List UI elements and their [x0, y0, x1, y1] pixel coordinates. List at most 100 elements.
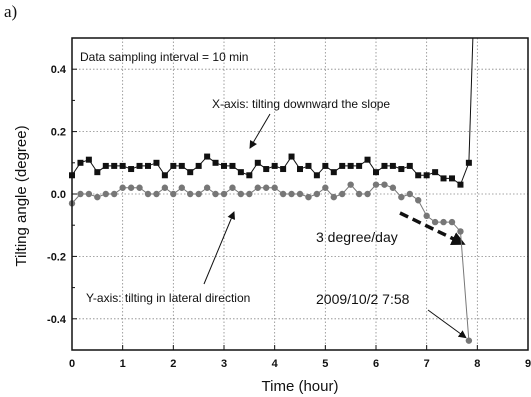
- series-1-point: [153, 159, 160, 166]
- series-2-point: [170, 190, 177, 198]
- series-1-point: [389, 162, 396, 169]
- series-layer: [68, 37, 474, 344]
- x-tick-label: 2: [170, 358, 176, 370]
- series-2-point: [381, 181, 388, 188]
- x-tick-label: 6: [373, 358, 379, 370]
- series-2-point: [263, 184, 270, 191]
- series-2-point: [254, 184, 261, 191]
- series-2-point: [355, 190, 363, 198]
- series-1-point: [170, 162, 177, 169]
- series-2-point: [465, 337, 473, 344]
- rate-arrow: [399, 211, 466, 245]
- series-1-point: [432, 169, 439, 176]
- x-tick-label: 8: [474, 358, 480, 370]
- series-2-point: [153, 190, 160, 198]
- series-1-point: [195, 162, 202, 169]
- y-tick-label: 0.0: [51, 189, 66, 201]
- series-1-point: [94, 169, 101, 176]
- series-2-point: [288, 190, 295, 198]
- series-2-point: [220, 190, 228, 198]
- series-2-point: [136, 184, 143, 191]
- series-2-line: [71, 183, 470, 341]
- x-axis-title: Time (hour): [262, 378, 339, 395]
- series-2-point: [144, 190, 152, 198]
- series-1-point: [77, 159, 84, 166]
- series-2-point: [94, 193, 101, 201]
- series-1-point: [102, 162, 109, 169]
- series-2-point: [203, 184, 211, 191]
- series-2-point: [406, 190, 413, 198]
- y-tick-label: 0.2: [51, 127, 66, 139]
- series-1-point: [449, 175, 455, 182]
- series-1-point: [381, 162, 388, 169]
- series-2-point: [305, 193, 312, 201]
- series-2-point: [389, 184, 397, 191]
- series-2-point: [127, 184, 135, 191]
- series-2-point: [111, 190, 118, 198]
- y-axis-series-label: Y-axis: tilting in lateral direction: [86, 291, 250, 305]
- x-axis-label-arrow: [249, 113, 271, 149]
- rate-label: 3 degree/day: [316, 229, 398, 245]
- series-1-point: [119, 162, 126, 169]
- series-2-point: [372, 181, 380, 188]
- series-1-point: [111, 162, 118, 169]
- series-1-point: [136, 162, 143, 169]
- series-1-point: [364, 156, 371, 163]
- series-1-point: [128, 166, 135, 173]
- series-1-point: [398, 166, 405, 173]
- series-1-point: [373, 169, 379, 176]
- series-2-point: [322, 184, 329, 191]
- x-tick-label: 5: [322, 358, 328, 370]
- x-tick-label: 9: [525, 358, 531, 370]
- series-2-point: [364, 190, 371, 198]
- series-2-point: [229, 184, 236, 191]
- series-2-point: [457, 228, 464, 235]
- series-2-point: [237, 190, 245, 198]
- x-tick-label: 7: [424, 358, 430, 370]
- series-1-point: [212, 159, 219, 166]
- series-2-point: [187, 190, 194, 198]
- series-2-point: [212, 190, 219, 198]
- series-2-point: [398, 193, 405, 201]
- series-1-point: [356, 162, 363, 169]
- timestamp-label: 2009/10/2 7:58: [316, 291, 410, 307]
- series-2-point: [77, 190, 84, 198]
- series-1-point: [423, 172, 430, 179]
- series-1-point: [406, 162, 413, 169]
- panel-label: a): [4, 2, 18, 21]
- x-tick-label: 0: [69, 358, 75, 370]
- y-tick-label: -0.2: [47, 251, 66, 263]
- series-2-point: [440, 218, 447, 226]
- x-tick-label: 4: [272, 358, 279, 370]
- series-2-point: [339, 190, 346, 198]
- series-2-point: [347, 181, 354, 188]
- series-2-point: [271, 184, 278, 191]
- series-2-point: [195, 190, 202, 198]
- series-1-point: [161, 172, 168, 179]
- series-1-point: [221, 162, 227, 169]
- timestamp-arrow: [427, 309, 467, 339]
- series-1-offscale-line: [468, 37, 474, 163]
- series-1-point: [187, 169, 194, 176]
- x-axis-series-label: X-axis: tilting downward the slope: [212, 97, 390, 111]
- x-tick-label: 3: [221, 358, 227, 370]
- series-2-point: [296, 190, 304, 198]
- series-1-point: [204, 153, 211, 160]
- series-1-point: [229, 162, 236, 169]
- x-tick-label: 1: [120, 358, 126, 370]
- series-1-point: [246, 172, 253, 179]
- series-1-point: [322, 162, 329, 169]
- series-1-point: [263, 166, 270, 173]
- axis-ticks: 0 1 2 3 4 5 6 7 8 9 0.4 0.2 0.0 -0.2 -0.4: [47, 64, 531, 370]
- annotation-lines: [203, 113, 467, 339]
- series-1-point: [305, 162, 312, 169]
- series-1-point: [145, 162, 151, 169]
- series-2-point: [330, 193, 337, 201]
- series-1-point: [339, 162, 346, 169]
- series-1-point: [271, 162, 278, 169]
- series-1-point: [288, 153, 295, 160]
- y-tick-label: -0.4: [47, 314, 67, 326]
- y-axis-label-arrow: [203, 211, 235, 285]
- series-1-point: [237, 169, 244, 176]
